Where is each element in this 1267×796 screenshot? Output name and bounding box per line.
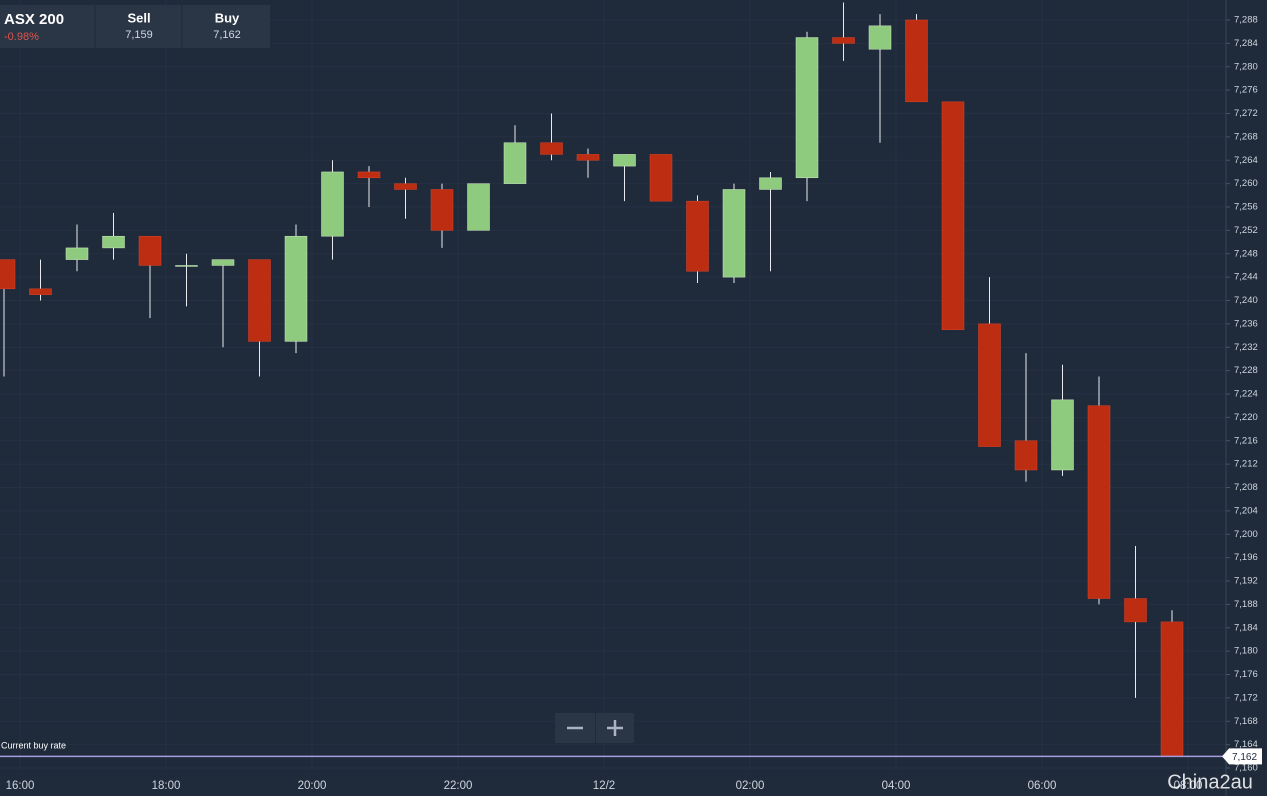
y-tick-label: 7,272 bbox=[1234, 108, 1258, 119]
candle-body bbox=[357, 171, 381, 179]
y-tick-label: 7,176 bbox=[1234, 669, 1258, 680]
candle-body bbox=[722, 189, 746, 278]
y-tick-label: 7,228 bbox=[1234, 365, 1258, 376]
candle-body bbox=[138, 235, 162, 266]
x-tick-label: 02:00 bbox=[736, 780, 765, 792]
candle-body bbox=[321, 171, 344, 237]
candle-body bbox=[832, 37, 855, 44]
candle-body bbox=[29, 288, 52, 295]
header-box bbox=[0, 5, 270, 48]
candle-body bbox=[248, 259, 271, 342]
current-rate-label: Current buy rate bbox=[1, 740, 66, 750]
buy-value[interactable]: 7,162 bbox=[213, 29, 241, 41]
y-tick-label: 7,216 bbox=[1234, 435, 1258, 446]
candle-body bbox=[941, 101, 965, 330]
y-tick-label: 7,268 bbox=[1234, 131, 1258, 142]
overlay: 7,162 bbox=[0, 748, 1262, 765]
sell-value[interactable]: 7,159 bbox=[125, 29, 153, 41]
candle-body bbox=[868, 25, 892, 50]
y-tick-label: 7,244 bbox=[1234, 272, 1258, 283]
candle-body bbox=[65, 247, 89, 260]
candle-body bbox=[503, 142, 527, 184]
y-tick-label: 7,208 bbox=[1234, 482, 1258, 493]
y-tick-label: 7,256 bbox=[1234, 202, 1258, 213]
candle-body bbox=[467, 183, 490, 231]
candle-body bbox=[211, 259, 235, 266]
x-tick-label: 04:00 bbox=[882, 780, 911, 792]
candle-body bbox=[795, 37, 819, 179]
candle-body bbox=[1087, 405, 1111, 599]
y-tick-label: 7,200 bbox=[1234, 529, 1258, 540]
x-tick-label: 08:00 bbox=[1174, 780, 1203, 792]
y-tick-label: 7,164 bbox=[1234, 739, 1258, 750]
current-rate-value: 7,162 bbox=[1232, 752, 1257, 763]
y-tick-label: 7,264 bbox=[1234, 155, 1258, 166]
candle-body bbox=[576, 154, 600, 161]
y-tick-label: 7,232 bbox=[1234, 342, 1258, 353]
y-tick-label: 7,284 bbox=[1234, 38, 1258, 49]
candle-body bbox=[1160, 621, 1184, 757]
y-tick-label: 7,188 bbox=[1234, 599, 1258, 610]
sell-label: Sell bbox=[127, 10, 150, 25]
buy-label: Buy bbox=[215, 10, 240, 25]
candle-body bbox=[613, 154, 636, 167]
y-tick-label: 7,192 bbox=[1234, 576, 1258, 587]
y-tick-label: 7,184 bbox=[1234, 622, 1258, 633]
y-tick-label: 7,220 bbox=[1234, 412, 1258, 423]
candle-body bbox=[0, 259, 16, 290]
candles bbox=[0, 2, 1184, 757]
candle-body bbox=[905, 19, 928, 103]
x-tick-label: 12/2 bbox=[593, 780, 615, 792]
candle-body bbox=[540, 142, 563, 155]
candle-body bbox=[1014, 440, 1038, 471]
y-tick-label: 7,168 bbox=[1234, 716, 1258, 727]
y-tick-label: 7,252 bbox=[1234, 225, 1258, 236]
watermark: China2au bbox=[1167, 771, 1253, 793]
candle-body bbox=[175, 265, 198, 267]
x-tick-label: 18:00 bbox=[152, 780, 181, 792]
candle-body bbox=[1051, 399, 1074, 471]
x-tick-label: 16:00 bbox=[6, 780, 35, 792]
y-tick-label: 7,196 bbox=[1234, 552, 1258, 563]
candle-body bbox=[284, 235, 308, 342]
candle-body bbox=[759, 177, 782, 190]
instrument: ASX 200 bbox=[4, 11, 64, 28]
candle-body bbox=[394, 183, 417, 190]
y-tick-label: 7,180 bbox=[1234, 646, 1258, 657]
y-tick-label: 7,288 bbox=[1234, 15, 1258, 26]
candle-body bbox=[686, 200, 709, 272]
y-tick-label: 7,236 bbox=[1234, 318, 1258, 329]
current-rate-tag bbox=[1222, 748, 1262, 765]
y-tick-label: 7,224 bbox=[1234, 389, 1258, 400]
y-tick-label: 7,248 bbox=[1234, 248, 1258, 259]
y-tick-label: 7,172 bbox=[1234, 692, 1258, 703]
y-tick-label: 7,160 bbox=[1234, 763, 1258, 774]
y-tick-label: 7,280 bbox=[1234, 61, 1258, 72]
x-tick-label: 20:00 bbox=[298, 780, 327, 792]
candle-body bbox=[430, 189, 454, 231]
y-tick-label: 7,240 bbox=[1234, 295, 1258, 306]
y-tick-label: 7,212 bbox=[1234, 459, 1258, 470]
change: -0.98% bbox=[4, 31, 39, 43]
y-tick-label: 7,204 bbox=[1234, 505, 1258, 516]
candle-body bbox=[1124, 598, 1147, 623]
x-tick-label: 06:00 bbox=[1028, 780, 1057, 792]
candle-body bbox=[978, 323, 1001, 447]
y-tick-label: 7,276 bbox=[1234, 85, 1258, 96]
candle-body bbox=[649, 154, 673, 202]
y-tick-label: 7,260 bbox=[1234, 178, 1258, 189]
x-tick-label: 22:00 bbox=[444, 780, 473, 792]
candle-body bbox=[102, 235, 125, 249]
